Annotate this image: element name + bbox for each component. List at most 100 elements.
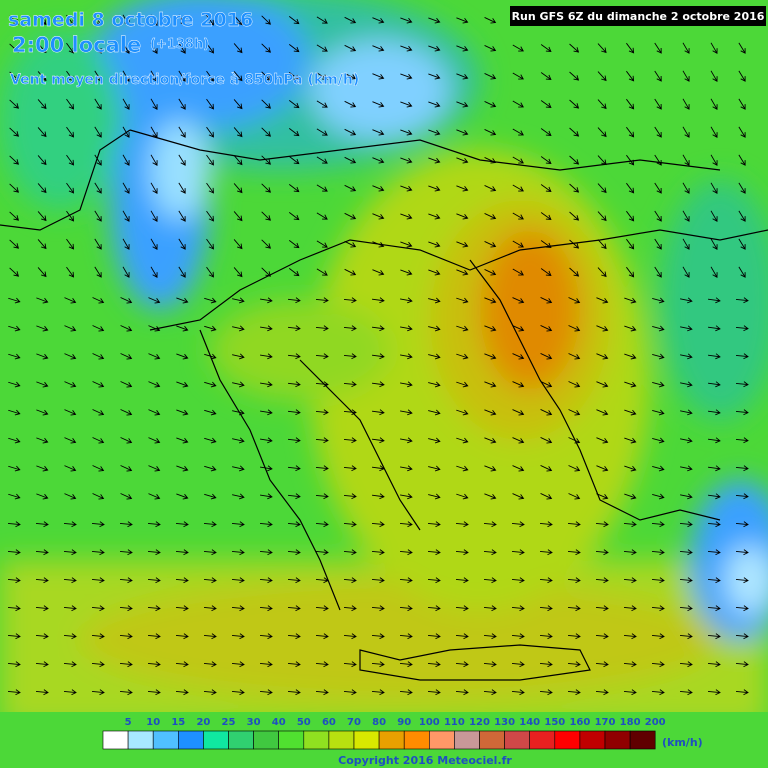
wind-arrow bbox=[372, 157, 385, 164]
wind-arrow bbox=[315, 689, 329, 696]
wind-arrow bbox=[8, 437, 21, 444]
wind-arrow bbox=[259, 633, 273, 640]
wind-arrow bbox=[91, 605, 105, 612]
wind-arrow bbox=[512, 465, 525, 472]
wind-arrow bbox=[511, 633, 525, 640]
wind-arrow bbox=[597, 99, 607, 110]
wind-arrow bbox=[150, 182, 158, 194]
wind-arrow bbox=[540, 44, 552, 53]
wind-arrow bbox=[148, 465, 161, 472]
wind-arrow bbox=[597, 211, 607, 222]
wind-arrow bbox=[7, 549, 21, 556]
wind-arrow bbox=[259, 689, 273, 696]
wind-arrow bbox=[399, 633, 413, 640]
wind-arrow bbox=[175, 689, 189, 696]
wind-arrow bbox=[287, 409, 301, 416]
wind-arrow bbox=[94, 182, 102, 194]
wind-arrow bbox=[150, 266, 158, 278]
wind-arrow bbox=[315, 409, 329, 416]
wind-arrow bbox=[679, 661, 693, 668]
wind-arrow bbox=[233, 239, 243, 250]
wind-arrow bbox=[288, 211, 300, 221]
wind-arrow bbox=[484, 465, 497, 472]
wind-arrow bbox=[259, 605, 273, 612]
legend-label: 40 bbox=[272, 717, 286, 728]
wind-arrow bbox=[316, 156, 328, 164]
wind-arrow bbox=[231, 549, 245, 556]
wind-arrow bbox=[122, 238, 130, 250]
wind-arrow bbox=[120, 437, 133, 444]
wind-arrow bbox=[428, 437, 441, 444]
wind-arrow bbox=[233, 155, 243, 166]
wind-arrow bbox=[679, 577, 693, 584]
wind-arrow bbox=[287, 437, 301, 444]
wind-arrow bbox=[7, 633, 21, 640]
wind-arrow bbox=[120, 465, 133, 472]
wind-arrow bbox=[259, 521, 273, 528]
wind-arrow bbox=[595, 633, 609, 640]
wind-arrow bbox=[569, 99, 580, 109]
legend-swatch bbox=[178, 730, 204, 750]
wind-arrow bbox=[707, 493, 721, 500]
wind-arrow bbox=[343, 381, 357, 388]
wind-arrow bbox=[37, 71, 47, 82]
wind-arrow bbox=[456, 297, 469, 304]
wind-arrow bbox=[568, 437, 581, 444]
wind-arrow bbox=[623, 577, 637, 584]
wind-arrow bbox=[37, 43, 47, 54]
wind-arrow bbox=[400, 17, 413, 24]
wind-arrow bbox=[37, 99, 47, 110]
wind-arrow bbox=[203, 577, 217, 584]
wind-arrow bbox=[567, 689, 581, 696]
wind-arrow bbox=[260, 353, 273, 360]
wind-arrow bbox=[371, 633, 385, 640]
wind-arrow bbox=[176, 493, 189, 500]
legend-swatch bbox=[428, 730, 455, 750]
wind-arrow bbox=[456, 437, 469, 444]
wind-arrow bbox=[147, 605, 161, 612]
wind-arrow bbox=[372, 269, 385, 276]
wind-arrow bbox=[64, 353, 77, 360]
wind-arrow bbox=[147, 577, 161, 584]
wind-arrow bbox=[232, 493, 245, 500]
wind-arrow bbox=[371, 605, 385, 612]
wind-arrow bbox=[9, 43, 20, 53]
wind-arrow bbox=[456, 157, 469, 164]
wind-arrow bbox=[626, 238, 635, 250]
wind-arrow bbox=[651, 549, 665, 556]
wind-arrow bbox=[371, 381, 385, 388]
wind-arrow bbox=[233, 99, 243, 110]
wind-arrow bbox=[63, 549, 77, 556]
legend-label: 15 bbox=[171, 717, 185, 728]
wind-arrow bbox=[540, 268, 552, 277]
wind-arrow bbox=[654, 154, 662, 166]
wind-arrow bbox=[710, 210, 718, 222]
legend-label: 10 bbox=[146, 717, 160, 728]
wind-arrow bbox=[91, 689, 105, 696]
wind-arrow bbox=[344, 212, 357, 220]
wind-arrow bbox=[122, 266, 130, 278]
wind-arrow bbox=[682, 266, 690, 278]
map-date: samedi 8 octobre 2016 bbox=[8, 9, 253, 31]
wind-arrow bbox=[624, 353, 637, 360]
wind-arrow bbox=[176, 409, 189, 416]
legend-swatch bbox=[278, 730, 305, 750]
wind-arrow bbox=[178, 98, 186, 110]
wind-arrow bbox=[400, 73, 413, 80]
wind-arrow bbox=[343, 437, 357, 444]
wind-arrow bbox=[626, 210, 635, 222]
wind-arrow bbox=[122, 14, 130, 26]
wind-arrow bbox=[371, 521, 385, 528]
wind-arrow bbox=[707, 633, 721, 640]
wind-arrow bbox=[623, 633, 637, 640]
wind-arrow bbox=[484, 381, 497, 388]
wind-arrow bbox=[66, 98, 75, 110]
wind-arrow bbox=[568, 493, 581, 500]
wind-arrow bbox=[150, 154, 158, 166]
wind-arrow bbox=[148, 437, 161, 444]
wind-arrow bbox=[540, 240, 552, 249]
wind-arrow bbox=[652, 353, 665, 360]
wind-arrow bbox=[710, 154, 718, 166]
wind-arrow bbox=[9, 15, 20, 25]
wind-arrow bbox=[316, 212, 328, 220]
